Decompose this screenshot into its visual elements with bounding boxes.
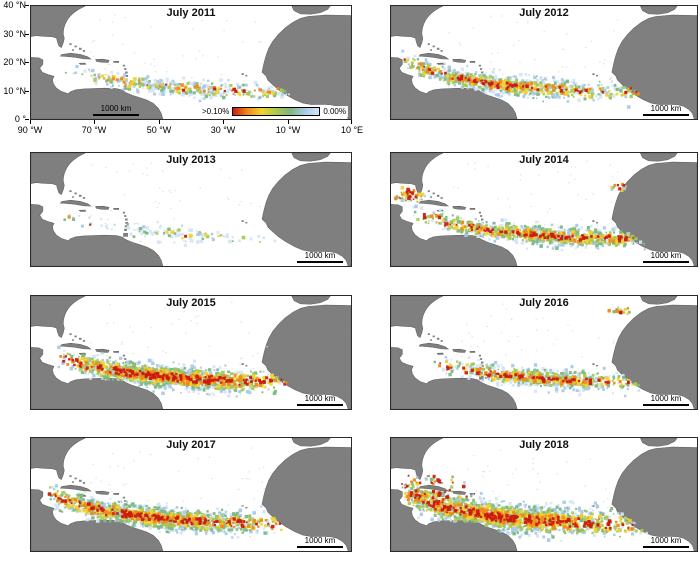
scale-bar-label: 1000 km [304, 393, 336, 403]
lon-label-50w: 50 °W [146, 125, 172, 135]
scale-bar-label: 1000 km [100, 103, 132, 113]
scale-bar-label: 1000 km [304, 535, 336, 545]
lat-axis-tick [25, 62, 29, 63]
map-panel-july-2018: July 2018 1000 km [390, 437, 698, 552]
scale-bar: 1000 km [643, 393, 689, 406]
colorbar-legend: >0.10% 0.00% [199, 106, 348, 117]
scale-bar-line [297, 260, 343, 263]
lat-label-0: 0 ° [14, 114, 26, 124]
scale-bar: 1000 km [93, 103, 139, 116]
lon-axis-tick [94, 120, 95, 124]
lon-label-30w: 30 °W [210, 125, 236, 135]
scale-bar-line [643, 113, 689, 116]
lat-axis-tick [25, 119, 29, 120]
lon-axis-tick [159, 120, 160, 124]
lat-label-40n: 40 °N [3, 0, 26, 10]
scale-bar-label: 1000 km [650, 103, 682, 113]
lon-axis-tick [351, 120, 352, 124]
atlantic-map-2014 [391, 153, 697, 266]
lat-label-30n: 30 °N [3, 29, 26, 39]
lon-label-70w: 70 °W [81, 125, 107, 135]
map-panel-july-2015: July 2015 1000 km [30, 295, 352, 410]
lon-axis-tick [30, 120, 31, 124]
scale-bar-label: 1000 km [304, 250, 336, 260]
scale-bar-line [297, 545, 343, 548]
scale-bar-line [297, 403, 343, 406]
atlantic-map-2013 [31, 153, 351, 266]
lon-axis-tick [223, 120, 224, 124]
scale-bar: 1000 km [297, 535, 343, 548]
scale-bar-label: 1000 km [650, 393, 682, 403]
map-panel-july-2014: July 2014 1000 km [390, 152, 698, 267]
scale-bar: 1000 km [297, 250, 343, 263]
atlantic-map-2018 [391, 438, 697, 551]
scale-bar-label: 1000 km [650, 535, 682, 545]
lon-label-90w: 90 °W [17, 125, 43, 135]
atlantic-map-2015 [31, 296, 351, 409]
map-panel-july-2012: July 2012 1000 km [390, 5, 698, 120]
scale-bar: 1000 km [643, 535, 689, 548]
scale-bar-line [643, 545, 689, 548]
lon-label-10e: 10 °E [340, 125, 364, 135]
lat-axis-tick [25, 5, 29, 6]
scale-bar-line [643, 260, 689, 263]
colorbar-max-label: >0.10% [201, 107, 230, 116]
scale-bar: 1000 km [297, 393, 343, 406]
scale-bar-label: 1000 km [650, 250, 682, 260]
lat-axis-tick [25, 34, 29, 35]
scale-bar: 1000 km [643, 250, 689, 263]
lon-label-10w: 10 °W [275, 125, 301, 135]
map-panel-july-2017: July 2017 1000 km [30, 437, 352, 552]
atlantic-map-2012 [391, 6, 697, 119]
atlantic-map-2017 [31, 438, 351, 551]
lat-label-20n: 20 °N [3, 57, 26, 67]
map-panel-july-2016: July 2016 1000 km [390, 295, 698, 410]
map-panel-july-2011: July 2011 1000 km >0.10% 0.00% [30, 5, 352, 120]
lon-axis-tick [288, 120, 289, 124]
colorbar-min-label: 0.00% [323, 107, 346, 116]
scale-bar-line [643, 403, 689, 406]
scale-bar: 1000 km [643, 103, 689, 116]
atlantic-map-2016 [391, 296, 697, 409]
colorbar-gradient [232, 107, 321, 116]
atlantic-map-2011 [31, 6, 351, 119]
lat-label-10n: 10 °N [3, 86, 26, 96]
map-panel-july-2013: July 2013 1000 km [30, 152, 352, 267]
scale-bar-line [93, 113, 139, 116]
lat-axis-tick [25, 91, 29, 92]
